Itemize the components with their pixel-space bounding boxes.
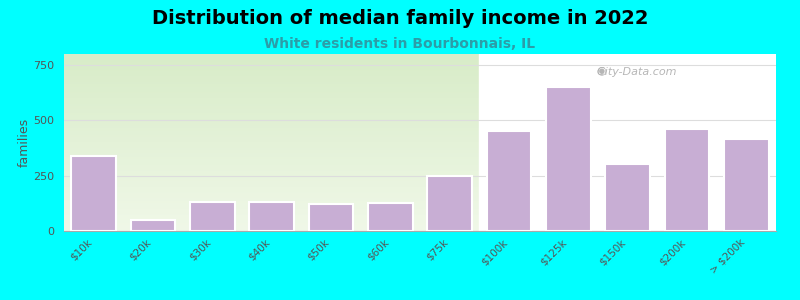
- Text: City-Data.com: City-Data.com: [590, 67, 677, 77]
- Y-axis label: families: families: [18, 118, 30, 167]
- Bar: [606, 164, 650, 231]
- Bar: [665, 129, 710, 231]
- Bar: [427, 176, 472, 231]
- Bar: [250, 202, 294, 231]
- Bar: [546, 87, 590, 231]
- Bar: [71, 156, 116, 231]
- Bar: [130, 220, 175, 231]
- Bar: [479, 54, 776, 231]
- Bar: [368, 203, 413, 231]
- Text: ◉: ◉: [597, 67, 606, 77]
- Bar: [486, 131, 531, 231]
- Bar: [724, 139, 769, 231]
- Text: White residents in Bourbonnais, IL: White residents in Bourbonnais, IL: [265, 38, 535, 52]
- Text: Distribution of median family income in 2022: Distribution of median family income in …: [152, 9, 648, 28]
- Bar: [309, 205, 354, 231]
- Bar: [190, 202, 234, 231]
